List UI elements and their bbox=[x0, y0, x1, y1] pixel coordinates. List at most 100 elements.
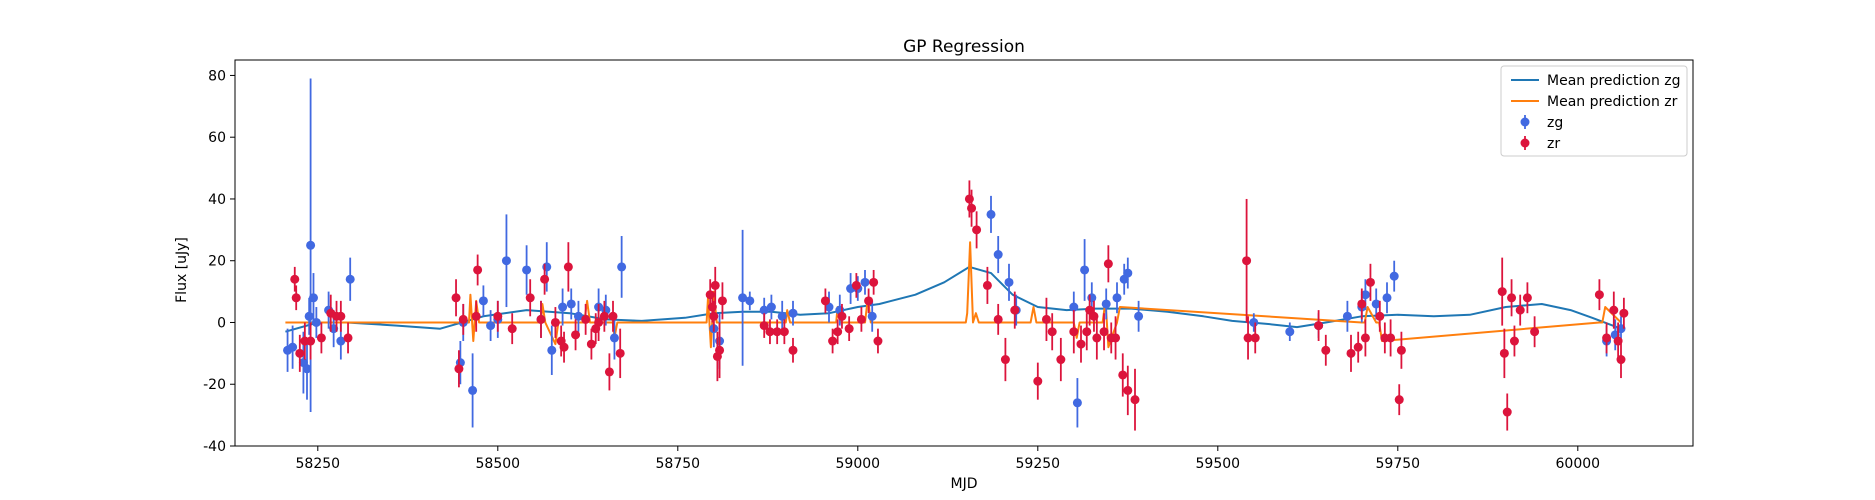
y-tick-label-4: 40 bbox=[208, 192, 226, 208]
data-point-3-4 bbox=[306, 336, 316, 346]
data-point-3-96 bbox=[1502, 407, 1512, 417]
data-point-3-59 bbox=[993, 314, 1003, 324]
data-point-3-71 bbox=[1092, 333, 1102, 343]
x-tick-label-2: 58750 bbox=[656, 456, 701, 472]
data-point-3-39 bbox=[717, 296, 727, 306]
data-point-3-11 bbox=[454, 364, 464, 374]
data-point-3-95 bbox=[1499, 348, 1509, 358]
data-point-2-6 bbox=[308, 293, 318, 303]
data-point-3-44 bbox=[788, 345, 798, 355]
legend-swatch-3 bbox=[1520, 138, 1530, 148]
data-point-2-62 bbox=[1360, 290, 1370, 300]
y-tick-label-5: 60 bbox=[208, 130, 226, 146]
x-axis-label: MJD bbox=[951, 476, 978, 492]
x-tick-label-1: 58500 bbox=[476, 456, 521, 472]
data-point-3-103 bbox=[1602, 333, 1612, 343]
data-point-3-17 bbox=[525, 293, 535, 303]
data-point-3-8 bbox=[336, 311, 346, 321]
data-point-2-57 bbox=[1249, 317, 1259, 327]
data-point-2-15 bbox=[478, 296, 488, 306]
y-tick-label-0: -40 bbox=[203, 439, 226, 455]
data-point-3-19 bbox=[540, 274, 550, 284]
legend-label-3: zr bbox=[1547, 136, 1560, 152]
y-tick-label-3: 20 bbox=[208, 254, 226, 270]
data-point-3-49 bbox=[844, 324, 854, 334]
x-tick-label-6: 59750 bbox=[1376, 456, 1421, 472]
x-tick-label-3: 59000 bbox=[836, 456, 881, 472]
data-point-2-19 bbox=[522, 265, 532, 275]
data-point-3-2 bbox=[295, 348, 305, 358]
data-point-2-11 bbox=[345, 274, 355, 284]
data-point-3-30 bbox=[604, 367, 614, 377]
legend-box bbox=[1500, 65, 1688, 157]
data-point-3-76 bbox=[1118, 370, 1128, 380]
data-point-2-24 bbox=[566, 299, 576, 309]
data-point-2-51 bbox=[1087, 293, 1097, 303]
data-point-2-64 bbox=[1382, 293, 1392, 303]
data-point-2-32 bbox=[738, 293, 748, 303]
data-point-2-28 bbox=[609, 333, 619, 343]
data-point-3-88 bbox=[1365, 277, 1375, 287]
data-point-3-47 bbox=[833, 327, 843, 337]
data-point-3-53 bbox=[869, 277, 879, 287]
chart-title: GP Regression bbox=[903, 37, 1025, 57]
data-point-3-23 bbox=[563, 262, 573, 272]
data-point-3-107 bbox=[1619, 308, 1629, 318]
data-point-3-73 bbox=[1103, 259, 1113, 269]
data-point-2-52 bbox=[1101, 299, 1111, 309]
data-point-2-53 bbox=[1112, 293, 1122, 303]
data-point-3-98 bbox=[1509, 336, 1519, 346]
data-point-3-28 bbox=[594, 317, 604, 327]
data-point-3-85 bbox=[1353, 342, 1363, 352]
data-point-3-91 bbox=[1386, 333, 1396, 343]
data-point-3-92 bbox=[1394, 395, 1404, 405]
data-point-2-34 bbox=[759, 305, 769, 315]
data-point-2-7 bbox=[311, 317, 321, 327]
data-point-3-31 bbox=[608, 311, 618, 321]
data-point-3-94 bbox=[1497, 287, 1507, 297]
data-point-3-14 bbox=[473, 265, 483, 275]
data-point-2-16 bbox=[486, 321, 496, 331]
data-point-3-83 bbox=[1321, 345, 1331, 355]
y-tick-label-2: 0 bbox=[217, 315, 226, 331]
data-point-3-56 bbox=[967, 203, 977, 213]
data-point-3-13 bbox=[471, 311, 481, 321]
data-point-2-35 bbox=[766, 302, 776, 312]
data-point-3-64 bbox=[1047, 327, 1057, 337]
data-point-3-100 bbox=[1522, 293, 1532, 303]
legend-swatch-2 bbox=[1520, 117, 1530, 127]
data-point-3-101 bbox=[1530, 327, 1540, 337]
data-point-2-21 bbox=[542, 262, 552, 272]
data-point-3-72 bbox=[1099, 327, 1109, 337]
plot-area bbox=[283, 78, 1629, 431]
plot-frame bbox=[234, 59, 1694, 447]
data-point-3-79 bbox=[1242, 256, 1252, 266]
data-point-3-43 bbox=[779, 327, 789, 337]
data-point-3-41 bbox=[765, 327, 775, 337]
data-point-3-67 bbox=[1076, 339, 1086, 349]
data-point-3-104 bbox=[1609, 305, 1619, 315]
data-point-2-37 bbox=[788, 308, 798, 318]
data-point-2-60 bbox=[1342, 311, 1352, 321]
data-point-2-49 bbox=[1072, 398, 1082, 408]
data-point-3-58 bbox=[982, 280, 992, 290]
data-point-2-33 bbox=[745, 296, 755, 306]
data-point-2-63 bbox=[1371, 299, 1381, 309]
data-point-3-81 bbox=[1250, 333, 1260, 343]
data-point-2-36 bbox=[777, 311, 787, 321]
data-point-3-42 bbox=[772, 327, 782, 337]
data-point-3-29 bbox=[599, 311, 609, 321]
data-point-3-32 bbox=[615, 348, 625, 358]
y-axis-label: Flux [uJy] bbox=[174, 237, 190, 303]
data-point-3-66 bbox=[1069, 327, 1079, 337]
data-point-3-93 bbox=[1396, 345, 1406, 355]
data-point-3-54 bbox=[873, 336, 883, 346]
data-point-3-26 bbox=[586, 339, 596, 349]
data-point-2-18 bbox=[501, 256, 511, 266]
data-point-3-51 bbox=[856, 314, 866, 324]
data-point-3-77 bbox=[1123, 385, 1133, 395]
data-point-3-36 bbox=[710, 280, 720, 290]
data-point-3-15 bbox=[493, 311, 503, 321]
